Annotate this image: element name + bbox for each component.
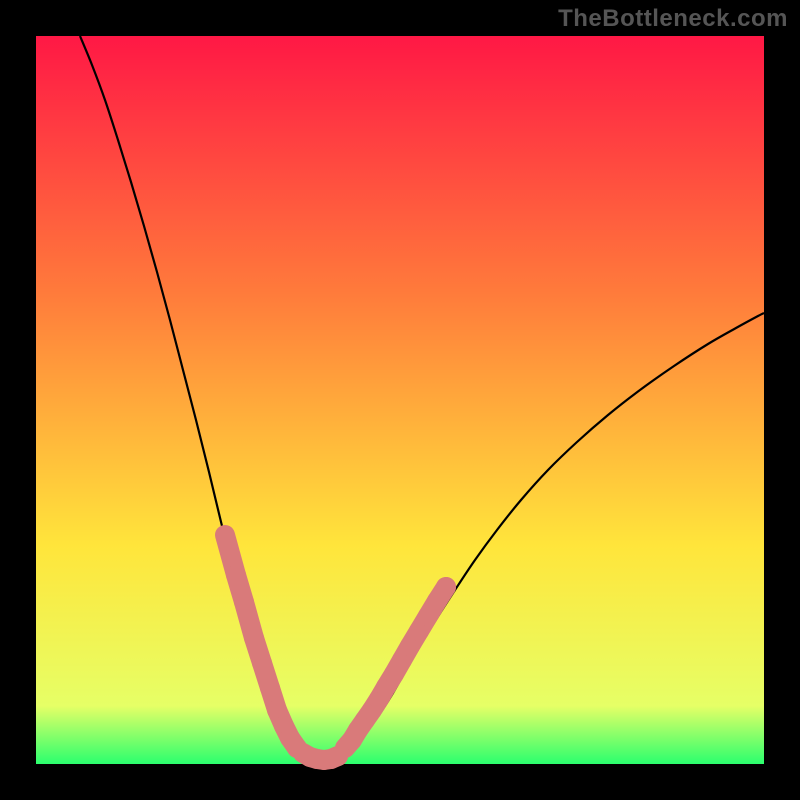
watermark-text: TheBottleneck.com <box>558 5 788 33</box>
plot-area <box>36 36 764 764</box>
